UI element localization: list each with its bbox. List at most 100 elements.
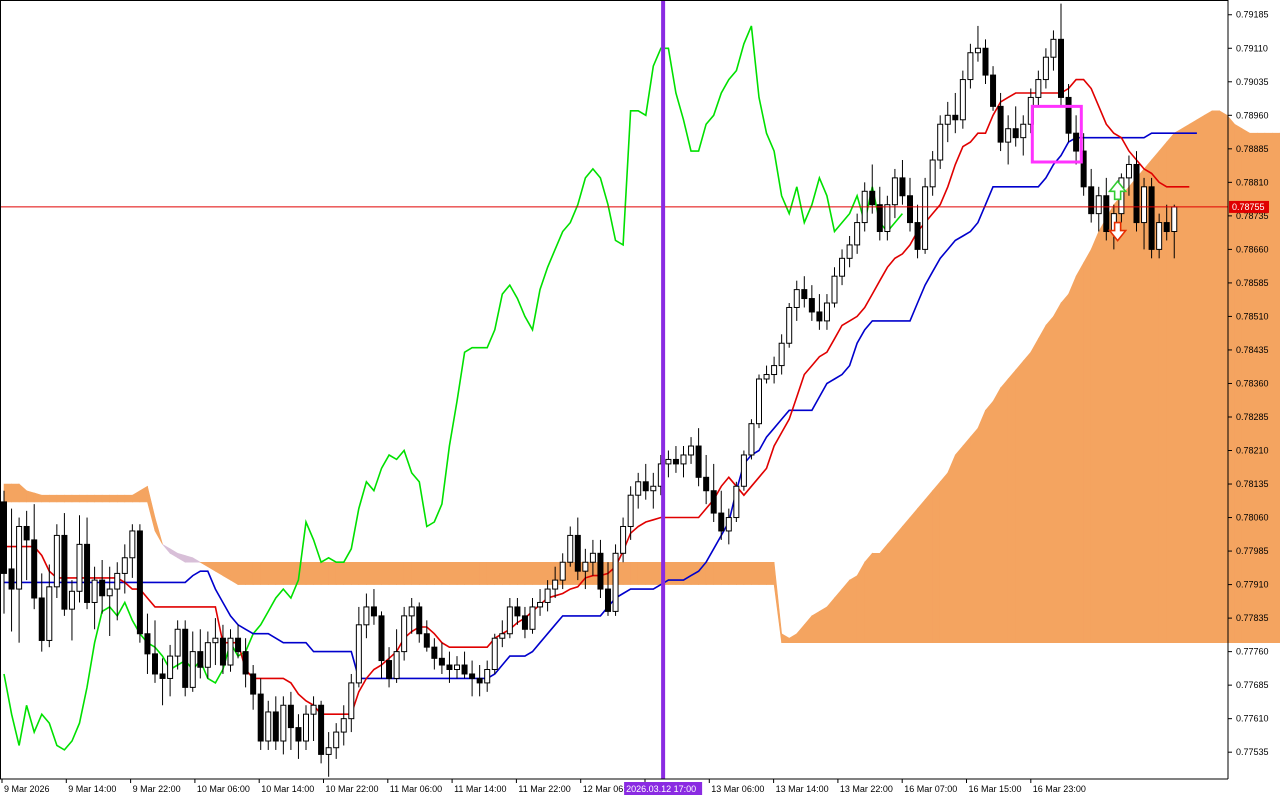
candle-bull[interactable] [892, 178, 897, 205]
candle-bull[interactable] [205, 643, 210, 668]
candle-bear[interactable] [704, 477, 709, 490]
candle-bear[interactable] [220, 638, 225, 665]
candle-bull[interactable] [1157, 223, 1162, 250]
candle-bear[interactable] [477, 678, 482, 682]
candle-bull[interactable] [168, 656, 173, 678]
candle-bull[interactable] [885, 205, 890, 232]
candle-bear[interactable] [236, 638, 241, 651]
candle-bull[interactable] [636, 482, 641, 495]
candle-bear[interactable] [288, 705, 293, 727]
candle-bull[interactable] [772, 366, 777, 375]
candle-bull[interactable] [960, 80, 965, 120]
candle-bull[interactable] [1006, 129, 1011, 142]
candle-bear[interactable] [877, 205, 882, 232]
candle-bull[interactable] [92, 580, 97, 602]
candle-bull[interactable] [485, 670, 490, 683]
candle-bull[interactable] [492, 638, 497, 669]
candle-bull[interactable] [787, 307, 792, 343]
candle-bull[interactable] [69, 591, 74, 609]
candle-bear[interactable] [983, 48, 988, 75]
candle-bear[interactable] [160, 674, 165, 678]
candle-bull[interactable] [613, 553, 618, 611]
candle-bear[interactable] [296, 728, 301, 741]
candle-bear[interactable] [1089, 187, 1094, 214]
candle-bull[interactable] [764, 375, 769, 379]
candle-bull[interactable] [560, 562, 565, 580]
candle-bull[interactable] [568, 535, 573, 562]
candle-bull[interactable] [334, 732, 339, 748]
candle-bear[interactable] [817, 312, 822, 321]
candle-bear[interactable] [439, 658, 444, 665]
candle-bull[interactable] [175, 629, 180, 656]
candle-bear[interactable] [100, 580, 105, 596]
candle-bear[interactable] [1059, 39, 1064, 97]
candle-bull[interactable] [968, 53, 973, 80]
candle-bull[interactable] [213, 638, 218, 642]
candle-bear[interactable] [9, 569, 14, 589]
candle-bear[interactable] [643, 482, 648, 491]
candle-bull[interactable] [651, 486, 656, 490]
candle-bear[interactable] [991, 75, 996, 106]
candle-bear[interactable] [696, 446, 701, 477]
candle-bull[interactable] [402, 616, 407, 652]
candle-bull[interactable] [455, 665, 460, 669]
candle-bull[interactable] [394, 652, 399, 679]
candle-bull[interactable] [847, 245, 852, 258]
candle-bull[interactable] [553, 580, 558, 589]
candle-bull[interactable] [749, 424, 754, 455]
candle-bull[interactable] [1126, 164, 1131, 177]
candle-bull[interactable] [326, 748, 331, 755]
candle-bear[interactable] [673, 459, 678, 463]
candle-bull[interactable] [590, 553, 595, 562]
candle-bear[interactable] [998, 106, 1003, 142]
candle-bull[interactable] [107, 589, 112, 596]
candle-bear[interactable] [575, 535, 580, 571]
candle-bear[interactable] [470, 674, 475, 678]
candle-bull[interactable] [130, 531, 135, 558]
candle-bull[interactable] [1021, 124, 1026, 137]
candle-bear[interactable] [24, 526, 29, 539]
candle-bull[interactable] [840, 258, 845, 276]
candle-bear[interactable] [145, 634, 150, 654]
candle-bear[interactable] [85, 544, 90, 602]
candle-bear[interactable] [515, 607, 520, 616]
candle-bull[interactable] [1036, 80, 1041, 98]
candle-bear[interactable] [1104, 196, 1109, 232]
candle-bear[interactable] [183, 629, 188, 687]
candle-bull[interactable] [47, 587, 52, 641]
candle-bear[interactable] [719, 513, 724, 531]
candle-bull[interactable] [364, 607, 369, 625]
candle-bear[interactable] [1134, 164, 1139, 222]
candle-bear[interactable] [258, 694, 263, 741]
candle-bear[interactable] [2, 502, 7, 574]
candle-bear[interactable] [1013, 129, 1018, 138]
candle-bull[interactable] [122, 558, 127, 574]
candle-bear[interactable] [1149, 187, 1154, 250]
candle-bull[interactable] [628, 495, 633, 526]
candle-bear[interactable] [424, 634, 429, 647]
candle-bear[interactable] [953, 115, 958, 119]
candle-bull[interactable] [545, 589, 550, 602]
candle-bull[interactable] [930, 160, 935, 187]
candle-bull[interactable] [500, 634, 505, 638]
candle-bull[interactable] [1172, 207, 1177, 232]
candle-bear[interactable] [870, 191, 875, 204]
candle-bull[interactable] [1051, 39, 1056, 57]
candle-bull[interactable] [115, 573, 120, 589]
candle-bull[interactable] [281, 705, 286, 741]
candle-bull[interactable] [794, 290, 799, 308]
candle-bull[interactable] [666, 459, 671, 463]
candle-bull[interactable] [1142, 187, 1147, 223]
candle-bull[interactable] [855, 223, 860, 245]
candle-bear[interactable] [447, 665, 452, 669]
candle-bear[interactable] [522, 616, 527, 629]
candle-bull[interactable] [938, 124, 943, 160]
candle-bull[interactable] [341, 719, 346, 732]
candle-bull[interactable] [54, 535, 59, 586]
candle-bear[interactable] [273, 712, 278, 741]
candle-bear[interactable] [39, 598, 44, 640]
candle-bull[interactable] [779, 343, 784, 365]
candle-bull[interactable] [583, 562, 588, 571]
candle-bear[interactable] [711, 491, 716, 513]
